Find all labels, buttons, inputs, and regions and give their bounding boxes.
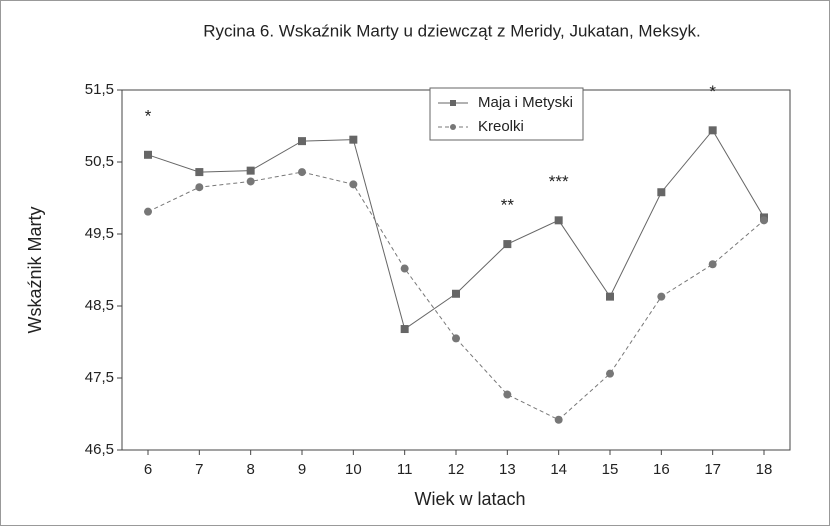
marker: [246, 177, 255, 186]
marker: [349, 180, 358, 189]
x-tick-label: 6: [144, 461, 152, 478]
x-tick-label: 11: [397, 461, 413, 478]
y-tick-label: 49,5: [85, 225, 114, 242]
annotation: *: [145, 106, 152, 125]
legend-label: Maja i Metyski: [478, 94, 573, 111]
legend-marker: [450, 100, 456, 106]
legend-marker: [450, 124, 456, 130]
marker: [554, 415, 563, 424]
marker: [246, 166, 255, 175]
marker: [144, 207, 152, 216]
x-tick-label: 9: [298, 461, 306, 478]
marker: [657, 292, 666, 301]
marker: [503, 240, 512, 249]
x-tick-label: 16: [653, 461, 670, 478]
marker: [503, 390, 512, 399]
legend-box: [429, 87, 584, 141]
marker: [298, 168, 306, 177]
marker: [195, 168, 204, 177]
x-tick-label: 7: [195, 461, 203, 478]
marker: [657, 188, 666, 197]
x-tick-label: 10: [345, 461, 362, 478]
legend-label: Kreolki: [478, 118, 524, 135]
y-axis-label: Wskaźnik Marty: [25, 206, 45, 333]
marker: [708, 260, 717, 269]
marker: [606, 369, 614, 378]
chart-title: Rycina 6. Wskaźnik Marty u dziewcząt z M…: [203, 21, 701, 40]
marker: [606, 292, 614, 301]
y-tick-label: 47,5: [85, 369, 114, 386]
marker: [554, 216, 563, 225]
marker: [349, 135, 358, 144]
y-tick-label: 50,5: [85, 153, 114, 170]
annotation: **: [501, 196, 515, 215]
x-tick-label: 8: [246, 461, 254, 478]
marker: [452, 334, 460, 343]
y-tick-label: 51,5: [85, 81, 114, 98]
x-tick-label: 18: [756, 461, 773, 478]
marker: [400, 264, 409, 273]
x-axis-label: Wiek w latach: [414, 489, 525, 509]
x-tick-label: 14: [550, 461, 567, 478]
marker: [195, 183, 204, 192]
marker: [708, 126, 717, 135]
marker: [452, 289, 460, 298]
x-tick-label: 17: [704, 461, 721, 478]
marker: [400, 325, 409, 334]
y-tick-label: 48,5: [85, 297, 114, 314]
marker: [298, 137, 306, 146]
annotation: *: [709, 82, 716, 101]
y-tick-label: 46,5: [85, 441, 114, 458]
annotation: ***: [549, 172, 569, 191]
marker: [144, 150, 152, 159]
x-tick-label: 15: [602, 461, 619, 478]
x-tick-label: 13: [499, 461, 516, 478]
marker: [760, 216, 768, 225]
x-tick-label: 12: [448, 461, 465, 478]
